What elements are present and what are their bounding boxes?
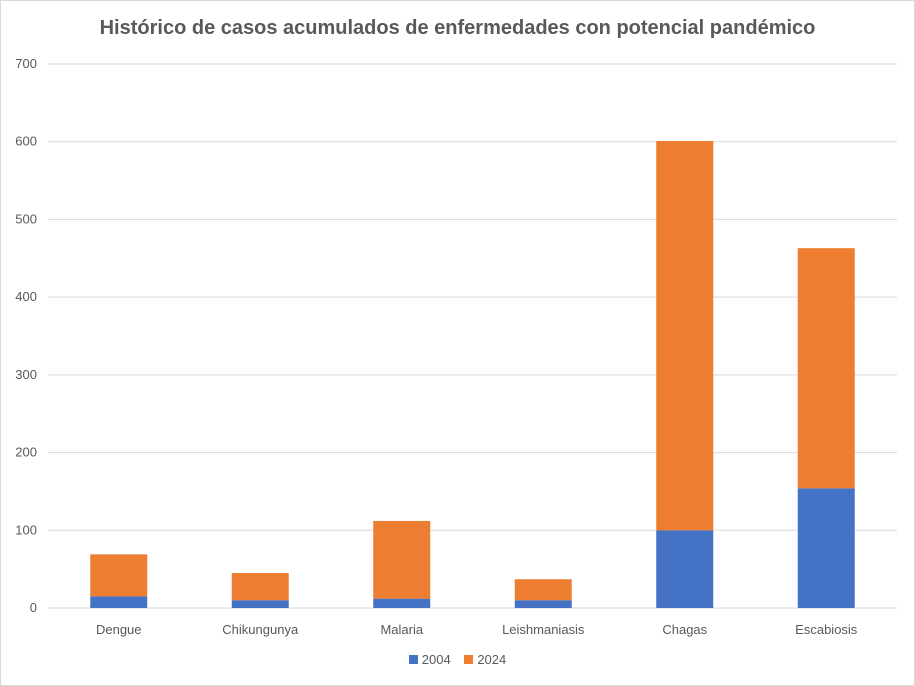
bar-2024-chagas [656,140,714,531]
bar-2024-malaria [373,520,431,599]
bar-2024-leishmaniasis [514,579,572,601]
y-tick-label: 700 [15,56,37,71]
bar-2004-dengue [90,596,148,608]
bar-2004-leishmaniasis [514,600,572,608]
x-tick-label: Chagas [662,622,707,637]
y-tick-label: 500 [15,211,37,226]
bar-2004-chikungunya [231,600,289,608]
legend-item-2004: 2004 [408,652,451,667]
bar-2024-chikungunya [231,573,289,601]
legend-swatch [408,655,418,664]
y-tick-label: 100 [15,522,37,537]
bar-2024-dengue [90,554,148,597]
x-tick-label: Chikungunya [222,622,299,637]
legend-label: 2024 [477,652,507,667]
bar-2004-chagas [656,530,714,608]
y-tick-label: 400 [15,289,37,304]
x-tick-label: Escabiosis [795,622,858,637]
y-tick-label: 0 [30,600,37,615]
bar-2024-escabiosis [797,248,855,489]
x-tick-label: Malaria [380,622,423,637]
legend-swatch [464,655,474,664]
x-tick-label: Dengue [96,622,142,637]
y-tick-label: 200 [15,445,37,460]
legend: 2004 2024 [1,652,914,667]
y-tick-label: 300 [15,367,37,382]
bar-2004-escabiosis [797,488,855,608]
bar-2004-malaria [373,598,431,608]
x-tick-label: Leishmaniasis [502,622,585,637]
legend-item-2024: 2024 [464,652,506,667]
y-tick-label: 600 [15,134,37,149]
legend-label: 2004 [421,652,451,667]
chart-title: Histórico de casos acumulados de enferme… [99,17,816,39]
